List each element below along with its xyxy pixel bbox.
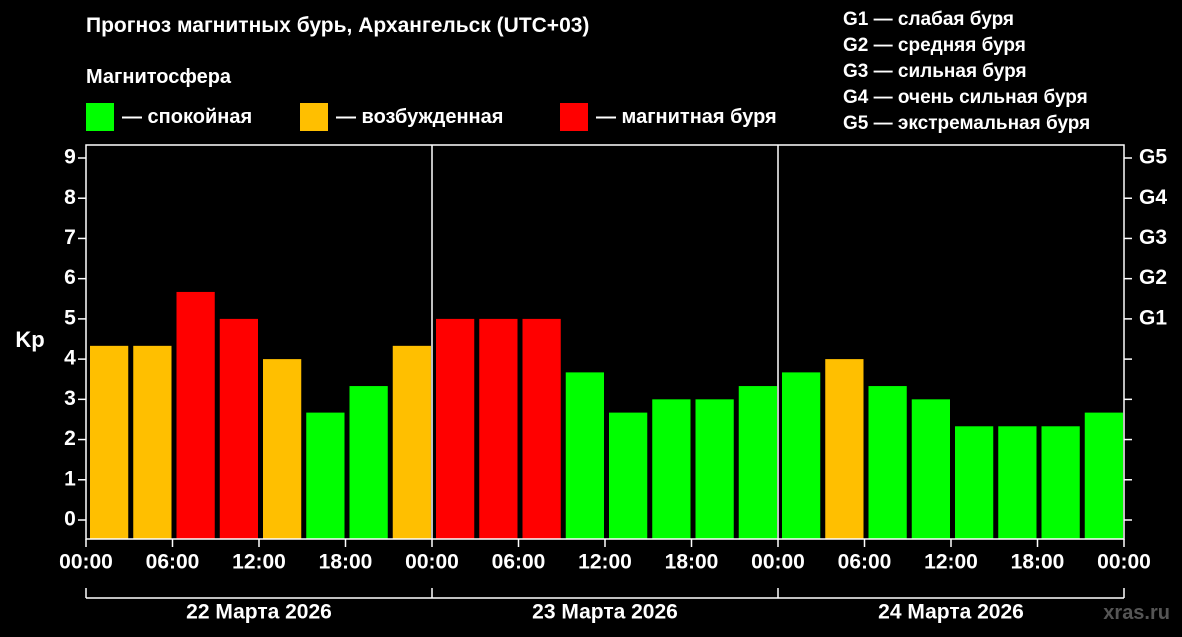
g-scale-label: G1 [1139,306,1167,329]
y-tick-label: 5 [64,306,76,329]
y-tick-label: 3 [64,387,76,410]
storm-level-list: G1 — слабая буря G2 — средняя буря G3 — … [843,7,1090,137]
x-tick-label: 12:00 [924,551,978,574]
kp-bar [609,412,648,539]
x-tick-label: 18:00 [319,551,373,574]
chart-title: Прогноз магнитных бурь, Архангельск (UTC… [86,14,590,37]
watermark: xras.ru [1103,602,1170,624]
kp-bar [436,318,475,539]
day-label: 22 Марта 2026 [186,601,332,624]
y-tick-label: 9 [64,146,76,169]
kp-bar [868,386,907,539]
kp-bar [133,345,172,539]
y-tick-label: 2 [64,427,76,450]
x-tick-label: 06:00 [492,551,546,574]
storm-level-g3: G3 — сильная буря [843,61,1027,82]
storm-level-g1: G1 — слабая буря [843,9,1015,30]
kp-bar [479,318,518,539]
x-tick-label: 18:00 [1011,551,1065,574]
g-scale-label: G5 [1139,146,1167,169]
y-tick-label: 0 [64,508,76,531]
kp-bar [522,318,561,539]
storm-level-g2: G2 — средняя буря [843,35,1026,56]
kp-bar [392,345,431,539]
kp-bar [695,399,734,539]
kp-bar [90,345,129,539]
g-scale-label: G4 [1139,186,1167,209]
kp-bar [738,386,777,539]
y-tick-label: 7 [64,226,76,249]
g-scale-label: G2 [1139,266,1167,289]
legend-label-quiet: — спокойная [122,105,253,128]
x-tick-label: 06:00 [146,551,200,574]
legend-swatch-quiet [86,103,114,131]
kp-bar [1041,426,1080,539]
x-tick-label: 06:00 [838,551,892,574]
x-tick-label: 00:00 [405,551,459,574]
legend-heading: Магнитосфера [86,66,232,88]
x-tick-label: 00:00 [1097,551,1151,574]
kp-bar [652,399,691,539]
kp-bar [955,426,994,539]
kp-bar [825,359,864,539]
kp-bar [911,399,950,539]
x-tick-label: 12:00 [578,551,632,574]
legend-label-disturbed: — возбужденная [336,105,504,128]
x-tick-label: 12:00 [232,551,286,574]
y-tick-label: 6 [64,266,76,289]
kp-bar [349,386,388,539]
x-tick-label: 18:00 [665,551,719,574]
x-tick-label: 00:00 [751,551,805,574]
kp-bar [306,412,345,539]
kp-bar [1084,412,1123,539]
kp-bar [565,372,604,539]
y-tick-label: 8 [64,186,76,209]
kp-bar [998,426,1037,539]
legend-item-quiet: — спокойная [86,103,252,131]
g-scale-label: G3 [1139,226,1167,249]
kp-bar [782,372,821,539]
kp-bar [263,359,302,539]
day-label: 24 Марта 2026 [878,601,1024,624]
legend-label-storm: — магнитная буря [596,105,777,128]
legend-swatch-disturbed [300,103,328,131]
y-axis-label: Kp [15,327,44,352]
storm-level-g4: G4 — очень сильная буря [843,87,1088,108]
y-tick-label: 4 [64,347,76,370]
legend-item-storm: — магнитная буря [560,103,777,131]
storm-level-g5: G5 — экстремальная буря [843,113,1091,134]
kp-bar [219,318,258,539]
x-tick-label: 00:00 [59,551,113,574]
legend-item-disturbed: — возбужденная [300,103,503,131]
legend-swatch-storm [560,103,588,131]
day-label: 23 Марта 2026 [532,601,678,624]
kp-bar [176,291,215,539]
y-tick-label: 1 [64,467,76,490]
